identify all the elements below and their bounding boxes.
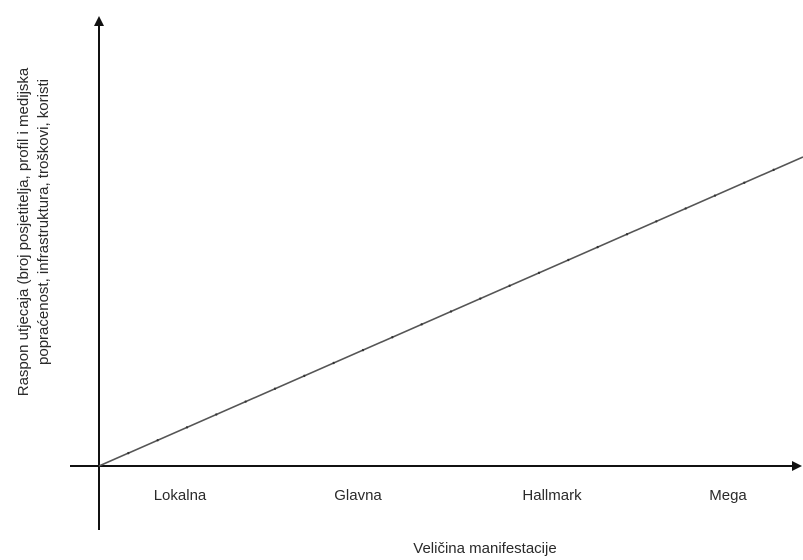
series-line-dot xyxy=(391,336,394,339)
x-tick-label-mega: Mega xyxy=(709,487,747,504)
series-line-dot xyxy=(567,258,570,262)
series-line-dot xyxy=(156,439,159,442)
series-line-dot xyxy=(185,426,189,429)
series-layer xyxy=(98,156,803,467)
y-axis-title-line-2: popraćenost, infrastruktura, troškovi, k… xyxy=(35,79,52,365)
x-axis-title: Veličina manifestacije xyxy=(413,540,556,557)
series-line-dot xyxy=(508,284,511,287)
series-line-dot xyxy=(449,310,453,313)
series-line-dot xyxy=(655,220,658,223)
series-line-dot xyxy=(420,323,423,326)
series-line-dot xyxy=(361,348,365,352)
series-line-dot xyxy=(127,451,130,455)
series-line-dot xyxy=(332,361,335,365)
series-line-dot xyxy=(244,400,247,403)
series-line-dot xyxy=(537,271,541,275)
x-tick-label-hallmark: Hallmark xyxy=(522,487,582,504)
series-line-dot xyxy=(743,181,746,184)
series-line-dot xyxy=(625,233,629,236)
x-tick-label-glavna: Glavna xyxy=(334,487,382,504)
series-line-dot xyxy=(479,297,482,300)
series-line-dot xyxy=(215,413,218,416)
series-line-dot xyxy=(772,168,775,172)
series-line-dot xyxy=(713,194,717,197)
series-line-dot xyxy=(596,245,599,249)
x-tick-label-lokalna: Lokalna xyxy=(154,487,207,504)
series-line-dot xyxy=(684,207,687,210)
series-line-dot xyxy=(273,387,277,390)
series-line-dot xyxy=(303,374,306,378)
y-axis-title-line-1: Raspon utjecaja (broj posjetitelja, prof… xyxy=(15,67,32,396)
